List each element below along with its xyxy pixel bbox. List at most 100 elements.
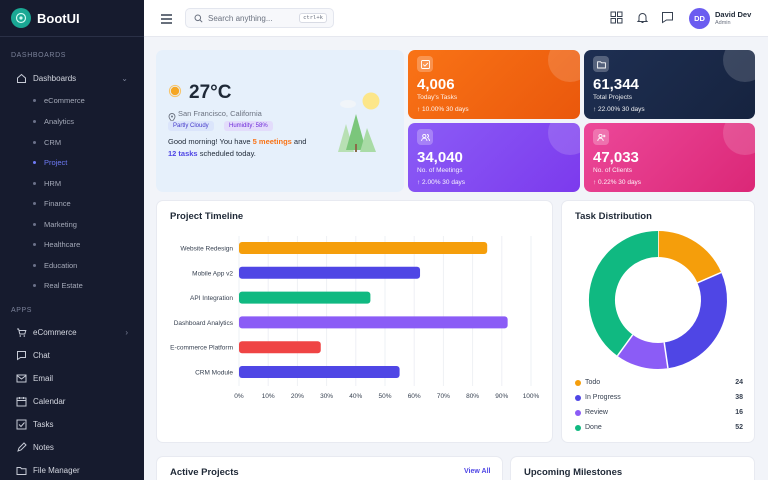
user-name: David Dev bbox=[715, 10, 752, 19]
sidebar-subitem-hrm[interactable]: HRM bbox=[33, 179, 61, 188]
decor-circle bbox=[548, 123, 580, 155]
legend-value: 24 bbox=[735, 379, 743, 386]
donut-slice[interactable] bbox=[589, 231, 659, 356]
sidebar-item-dashboards[interactable]: Dashboards ⌄ bbox=[0, 71, 144, 85]
bullet-icon bbox=[33, 141, 36, 144]
legend-item[interactable]: In Progress 38 bbox=[575, 394, 743, 401]
legend-label: In Progress bbox=[585, 394, 621, 401]
search-box[interactable]: Search anything... ctrl+k bbox=[185, 8, 334, 28]
weather-card: 27°C San Francisco, California Partly Cl… bbox=[156, 50, 404, 192]
bullet-icon bbox=[33, 264, 36, 267]
timeline-bar[interactable] bbox=[239, 341, 321, 354]
sidebar-item-label: Chat bbox=[33, 350, 50, 360]
bar-label: API Integration bbox=[190, 295, 233, 302]
avatar[interactable]: DD bbox=[689, 8, 710, 29]
slice-separator bbox=[616, 334, 634, 357]
stat-value: 61,344 bbox=[593, 76, 639, 93]
donut-slice[interactable] bbox=[617, 334, 668, 369]
folder-icon bbox=[593, 56, 609, 72]
search-icon bbox=[194, 14, 203, 23]
view-all-link[interactable]: View All bbox=[464, 468, 491, 475]
sidebar-item-tasks[interactable]: Tasks bbox=[0, 417, 144, 431]
bell-icon[interactable] bbox=[636, 11, 650, 25]
donut-chart bbox=[589, 231, 727, 369]
sidebar-subitem-analytics[interactable]: Analytics bbox=[33, 117, 74, 126]
subitem-label: eCommerce bbox=[44, 96, 85, 105]
sidebar-subitem-education[interactable]: Education bbox=[33, 261, 77, 270]
stat-value: 47,033 bbox=[593, 149, 639, 166]
legend-item[interactable]: Done 52 bbox=[575, 424, 743, 431]
sidebar: BootUI DASHBOARDS Dashboards ⌄ eCommerce… bbox=[0, 0, 144, 480]
bar-label: Mobile App v2 bbox=[192, 270, 233, 277]
subitem-label: Finance bbox=[44, 199, 71, 208]
timeline-bar[interactable] bbox=[239, 291, 371, 304]
sidebar-item-notes[interactable]: Notes bbox=[0, 440, 144, 454]
search-input[interactable]: Search anything... bbox=[208, 13, 273, 23]
message-icon[interactable] bbox=[661, 11, 675, 25]
greeting-part: scheduled today. bbox=[197, 149, 256, 158]
calendar-icon bbox=[15, 395, 27, 407]
donut-slice[interactable] bbox=[657, 231, 722, 284]
legend-dot-icon bbox=[575, 424, 581, 431]
timeline-bar[interactable] bbox=[239, 316, 508, 329]
x-tick-label: 0% bbox=[234, 393, 244, 400]
sidebar-item-email[interactable]: Email bbox=[0, 371, 144, 385]
sidebar-subitem-finance[interactable]: Finance bbox=[33, 199, 71, 208]
chat-icon bbox=[15, 349, 27, 361]
donut-slice[interactable] bbox=[663, 272, 727, 369]
sidebar-item-label: Notes bbox=[33, 442, 54, 452]
menu-toggle-icon[interactable] bbox=[160, 12, 173, 30]
brand[interactable]: BootUI bbox=[0, 0, 144, 37]
stat-card-tasks[interactable]: 4,006 Today's Tasks ↑ 10.00% 30 days bbox=[408, 50, 580, 119]
sidebar-item-file-manager[interactable]: File Manager bbox=[0, 463, 144, 477]
subitem-label: Healthcare bbox=[44, 240, 81, 249]
legend-value: 52 bbox=[735, 424, 743, 431]
x-tick-label: 20% bbox=[291, 393, 304, 400]
timeline-bar[interactable] bbox=[239, 242, 488, 254]
sidebar-item-chat[interactable]: Chat bbox=[0, 348, 144, 362]
sidebar-item-calendar[interactable]: Calendar bbox=[0, 394, 144, 408]
greeting-text: Good morning! You have 5 meetings and 12 … bbox=[168, 136, 328, 160]
timeline-chart: 0% 10% 20% 30% 40% 50% 60% 70% 80% 90% 100% Website… bbox=[170, 236, 540, 400]
sidebar-subitem-marketing[interactable]: Marketing bbox=[33, 220, 77, 229]
timeline-bar[interactable] bbox=[239, 266, 421, 279]
sidebar-item-label: Email bbox=[33, 373, 54, 383]
sidebar-subitem-ecommerce[interactable]: eCommerce bbox=[33, 96, 85, 105]
location-pin-icon bbox=[168, 109, 176, 127]
x-tick-label: 30% bbox=[320, 393, 333, 400]
apps-grid-icon[interactable] bbox=[610, 11, 624, 25]
stat-card-projects[interactable]: 61,344 Total Projects ↑ 22.00% 30 days bbox=[584, 50, 755, 119]
meetings-count: 5 meetings bbox=[252, 137, 292, 146]
mail-icon bbox=[15, 372, 27, 384]
bullet-icon bbox=[33, 99, 36, 102]
sidebar-subitem-project[interactable]: Project bbox=[33, 158, 67, 167]
section-label-dashboards: DASHBOARDS bbox=[11, 52, 67, 59]
legend-item[interactable]: Review 16 bbox=[575, 409, 743, 416]
stat-value: 34,040 bbox=[417, 149, 463, 166]
users-icon bbox=[417, 129, 433, 145]
bullet-icon bbox=[33, 120, 36, 123]
tasks-count: 12 tasks bbox=[168, 149, 198, 158]
legend-item[interactable]: Todo 24 bbox=[575, 379, 743, 386]
notes-icon bbox=[15, 441, 27, 453]
subitem-label: Real Estate bbox=[44, 281, 83, 290]
sidebar-subitem-healthcare[interactable]: Healthcare bbox=[33, 240, 80, 249]
distribution-title: Task Distribution bbox=[575, 211, 652, 222]
sidebar-item-ecommerce[interactable]: eCommerce › bbox=[0, 325, 144, 339]
stat-card-meetings[interactable]: 34,040 No. of Meetings ↑ 2.00% 30 days bbox=[408, 123, 580, 192]
milestones-title: Upcoming Milestones bbox=[524, 467, 623, 478]
sidebar-subitem-real-estate[interactable]: Real Estate bbox=[33, 281, 83, 290]
stat-card-clients[interactable]: 47,033 No. of Clients ↑ 0.22% 30 days bbox=[584, 123, 755, 192]
timeline-bar[interactable] bbox=[239, 366, 400, 378]
decor-circle bbox=[548, 50, 580, 82]
active-projects-title: Active Projects bbox=[170, 467, 239, 478]
bar-label: Dashboard Analytics bbox=[174, 320, 234, 327]
sidebar-item-label: Calendar bbox=[33, 396, 66, 406]
sidebar-subitem-crm[interactable]: CRM bbox=[33, 138, 61, 147]
x-tick-label: 80% bbox=[466, 393, 479, 400]
folder-icon bbox=[15, 464, 27, 476]
decor-circle bbox=[723, 123, 755, 155]
x-tick-label: 100% bbox=[523, 393, 540, 400]
legend-value: 38 bbox=[735, 394, 743, 401]
sun-icon bbox=[168, 84, 182, 103]
